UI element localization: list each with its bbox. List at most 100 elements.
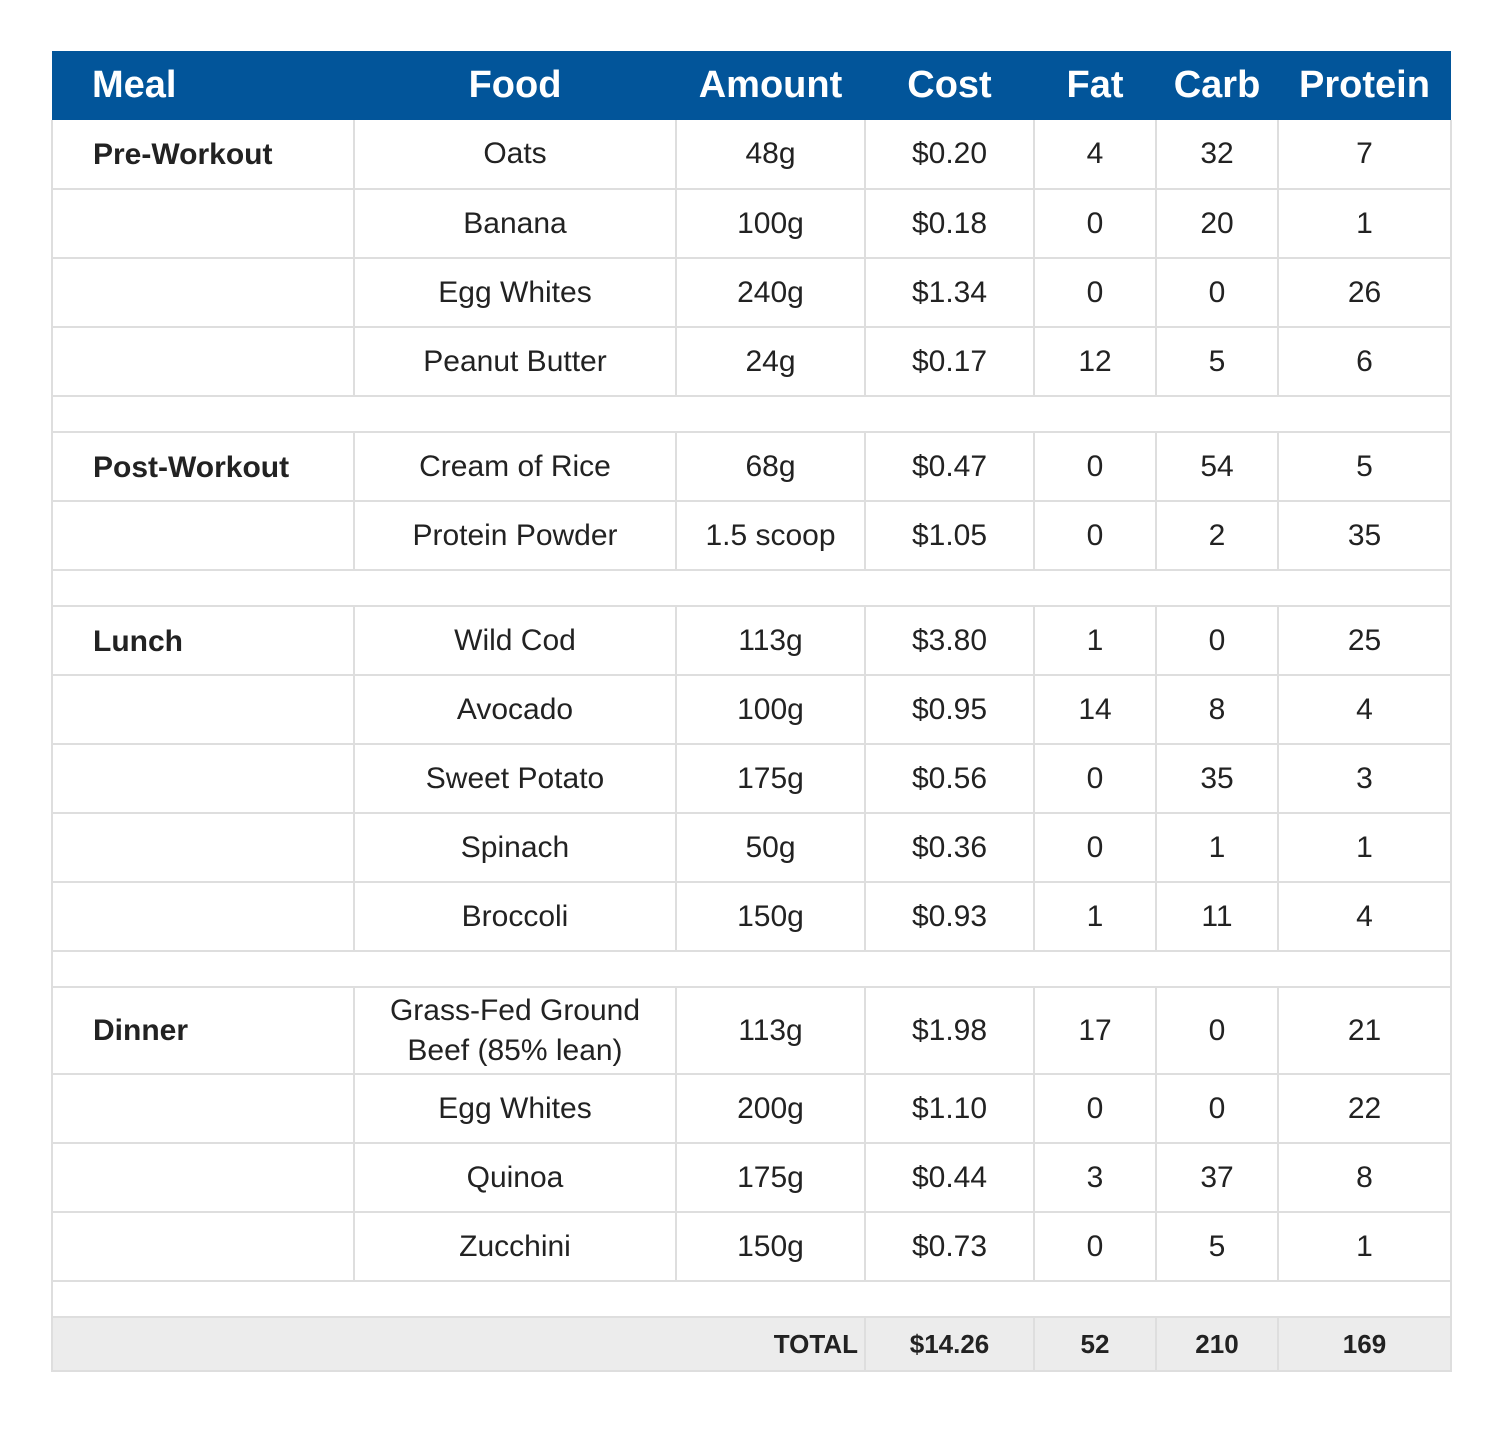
- table-row: Peanut Butter 24g $0.17 12 5 6: [51, 327, 1452, 397]
- cost-cell: $1.05: [864, 501, 1034, 571]
- cost-cell: $0.44: [864, 1143, 1034, 1213]
- carb-cell: 54: [1155, 432, 1278, 502]
- carb-cell: 5: [1155, 1212, 1278, 1282]
- food-cell: Banana: [353, 189, 676, 259]
- meal-cell: [51, 1143, 354, 1213]
- amount-cell: 24g: [675, 327, 865, 397]
- meal-plan-table: Meal Food Amount Cost Fat Carb Protein P…: [51, 51, 1452, 1372]
- header-amount: Amount: [698, 64, 843, 106]
- protein-cell: 3: [1277, 744, 1452, 814]
- carb-cell: 1: [1155, 813, 1278, 883]
- amount-cell: 113g: [675, 606, 865, 676]
- spacer-cell: [51, 951, 1452, 988]
- carb-cell: 35: [1155, 744, 1278, 814]
- spacer-row: [51, 1281, 1452, 1318]
- meal-cell: [51, 189, 354, 259]
- spacer-cell: [51, 396, 1452, 433]
- protein-cell: 35: [1277, 501, 1452, 571]
- amount-cell: 175g: [675, 1143, 865, 1213]
- protein-cell: 7: [1277, 120, 1452, 190]
- cost-cell: $3.80: [864, 606, 1034, 676]
- carb-cell: 37: [1155, 1143, 1278, 1213]
- amount-cell: 48g: [675, 120, 865, 190]
- meal-cell: Pre-Workout: [51, 120, 354, 190]
- food-cell: Sweet Potato: [353, 744, 676, 814]
- spacer-cell: [51, 1281, 1452, 1318]
- meal-cell: [51, 675, 354, 745]
- fat-cell: 17: [1033, 987, 1156, 1075]
- food-cell: Egg Whites: [353, 258, 676, 328]
- spacer-cell: [51, 570, 1452, 607]
- cost-cell: $0.36: [864, 813, 1034, 883]
- food-cell: Peanut Butter: [353, 327, 676, 397]
- table-header: Meal Food Amount Cost Fat Carb Protein: [52, 51, 1451, 120]
- food-cell: Broccoli: [353, 882, 676, 952]
- header-protein: Protein: [1299, 64, 1430, 106]
- meal-cell: [51, 327, 354, 397]
- amount-cell: 1.5 scoop: [675, 501, 865, 571]
- carb-cell: 5: [1155, 327, 1278, 397]
- total-protein: 169: [1277, 1317, 1452, 1372]
- fat-cell: 0: [1033, 1212, 1156, 1282]
- fat-cell: 1: [1033, 882, 1156, 952]
- fat-cell: 0: [1033, 501, 1156, 571]
- table-row: Sweet Potato 175g $0.56 0 35 3: [51, 744, 1452, 814]
- table-row: Dinner Grass-Fed Ground Beef (85% lean) …: [51, 987, 1452, 1075]
- table-row: Pre-Workout Oats 48g $0.20 4 32 7: [51, 120, 1452, 190]
- amount-cell: 68g: [675, 432, 865, 502]
- food-cell: Wild Cod: [353, 606, 676, 676]
- header-food: Food: [468, 64, 562, 106]
- cost-cell: $0.17: [864, 327, 1034, 397]
- table-row: Post-Workout Cream of Rice 68g $0.47 0 5…: [51, 432, 1452, 502]
- spacer-row: [51, 570, 1452, 607]
- cost-cell: $1.34: [864, 258, 1034, 328]
- food-cell: Oats: [353, 120, 676, 190]
- cost-cell: $0.73: [864, 1212, 1034, 1282]
- header-fat: Fat: [1066, 64, 1124, 106]
- amount-cell: 240g: [675, 258, 865, 328]
- meal-cell: [51, 813, 354, 883]
- carb-cell: 0: [1155, 1074, 1278, 1144]
- fat-cell: 12: [1033, 327, 1156, 397]
- protein-cell: 8: [1277, 1143, 1452, 1213]
- total-row: TOTAL $14.26 52 210 169: [51, 1317, 1452, 1372]
- cost-cell: $1.10: [864, 1074, 1034, 1144]
- carb-cell: 0: [1155, 606, 1278, 676]
- cost-cell: $0.93: [864, 882, 1034, 952]
- cost-cell: $0.47: [864, 432, 1034, 502]
- carb-cell: 20: [1155, 189, 1278, 259]
- cost-cell: $0.95: [864, 675, 1034, 745]
- food-cell: Cream of Rice: [353, 432, 676, 502]
- meal-cell: [51, 744, 354, 814]
- carb-cell: 32: [1155, 120, 1278, 190]
- protein-cell: 26: [1277, 258, 1452, 328]
- fat-cell: 0: [1033, 1074, 1156, 1144]
- cost-cell: $0.18: [864, 189, 1034, 259]
- meal-cell: Lunch: [51, 606, 354, 676]
- fat-cell: 0: [1033, 744, 1156, 814]
- table-row: Egg Whites 240g $1.34 0 0 26: [51, 258, 1452, 328]
- fat-cell: 4: [1033, 120, 1156, 190]
- food-cell: Avocado: [353, 675, 676, 745]
- protein-cell: 4: [1277, 675, 1452, 745]
- meal-cell: [51, 882, 354, 952]
- total-carb: 210: [1155, 1317, 1278, 1372]
- protein-cell: 25: [1277, 606, 1452, 676]
- carb-cell: 11: [1155, 882, 1278, 952]
- cost-cell: $0.56: [864, 744, 1034, 814]
- food-cell: Protein Powder: [353, 501, 676, 571]
- table-row: Egg Whites 200g $1.10 0 0 22: [51, 1074, 1452, 1144]
- amount-cell: 200g: [675, 1074, 865, 1144]
- protein-cell: 22: [1277, 1074, 1452, 1144]
- amount-cell: 150g: [675, 1212, 865, 1282]
- protein-cell: 1: [1277, 813, 1452, 883]
- carb-cell: 8: [1155, 675, 1278, 745]
- meal-cell: Post-Workout: [51, 432, 354, 502]
- fat-cell: 3: [1033, 1143, 1156, 1213]
- protein-cell: 4: [1277, 882, 1452, 952]
- fat-cell: 0: [1033, 432, 1156, 502]
- food-cell: Egg Whites: [353, 1074, 676, 1144]
- spacer-row: [51, 396, 1452, 433]
- meal-cell: [51, 1074, 354, 1144]
- amount-cell: 113g: [675, 987, 865, 1075]
